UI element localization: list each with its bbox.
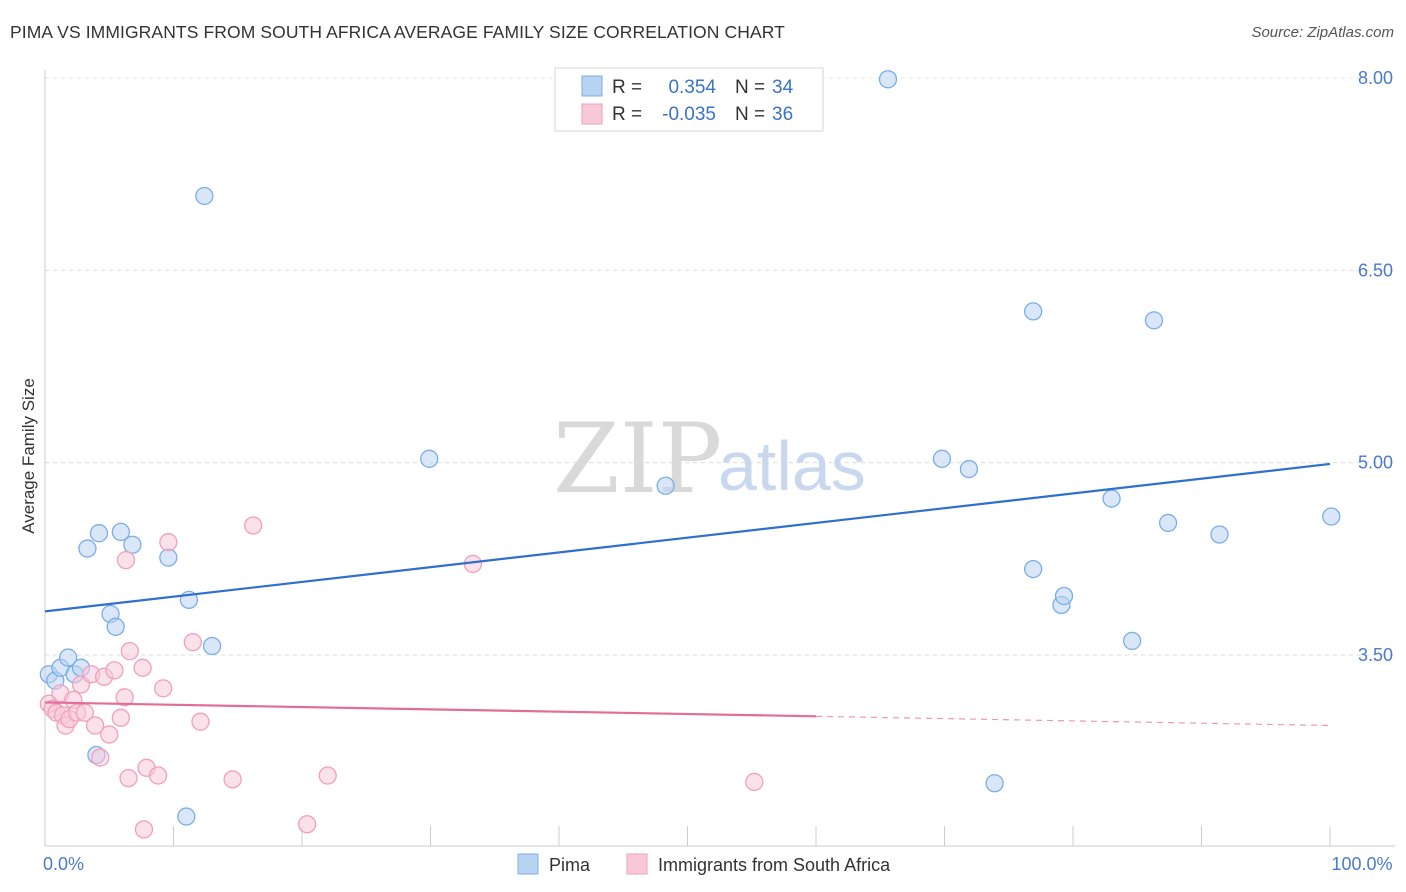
legend-stats: R = 0.354 N = 34 R = -0.035 N = 36 bbox=[554, 67, 824, 132]
data-point bbox=[202, 636, 222, 656]
watermark-zip: ZIP bbox=[553, 403, 722, 515]
data-point bbox=[656, 476, 675, 495]
trend-line-extension-south-africa bbox=[815, 715, 1331, 727]
data-point bbox=[120, 642, 139, 661]
data-point bbox=[100, 725, 119, 744]
data-point bbox=[1024, 559, 1043, 579]
data-point bbox=[1210, 525, 1229, 544]
data-point bbox=[1158, 513, 1178, 533]
data-point bbox=[1122, 631, 1142, 651]
data-point bbox=[297, 815, 317, 834]
x-tick-label-1: 100.0% bbox=[1331, 854, 1392, 874]
data-point bbox=[745, 772, 764, 792]
data-point bbox=[244, 516, 263, 535]
data-point bbox=[134, 820, 154, 839]
data-point bbox=[116, 550, 136, 570]
y-tick-label-0: 8.00 bbox=[1358, 68, 1393, 88]
data-point bbox=[191, 712, 210, 731]
data-point bbox=[106, 617, 125, 636]
data-point bbox=[195, 186, 214, 206]
data-point bbox=[1054, 586, 1074, 606]
legend-n-label-pima: N = bbox=[735, 77, 765, 98]
y-tick-labels: 8.00 6.50 5.00 3.50 bbox=[1358, 68, 1393, 665]
data-point bbox=[159, 533, 178, 552]
data-point bbox=[1322, 507, 1341, 526]
data-point bbox=[1024, 302, 1043, 321]
axes bbox=[44, 70, 1395, 847]
legend-series: Pima Immigrants from South Africa bbox=[517, 853, 891, 875]
data-point bbox=[1144, 311, 1164, 330]
y-axis-label: Average Family Size bbox=[19, 378, 38, 534]
data-point bbox=[223, 770, 242, 789]
data-point bbox=[89, 524, 109, 543]
data-point bbox=[133, 658, 152, 677]
y-tick-label-3: 3.50 bbox=[1358, 645, 1393, 665]
legend-bottom-swatch-south-africa bbox=[626, 853, 648, 875]
legend-r-label-pima: R = bbox=[612, 77, 642, 98]
legend-bottom-label-pima: Pima bbox=[549, 855, 591, 875]
data-point bbox=[85, 716, 105, 735]
data-point bbox=[318, 766, 337, 785]
data-point bbox=[78, 539, 97, 558]
data-point bbox=[123, 535, 142, 554]
gridlines bbox=[45, 77, 1395, 656]
legend-swatch-pima bbox=[581, 75, 603, 97]
data-point bbox=[91, 748, 110, 767]
data-points bbox=[39, 70, 1341, 839]
data-point bbox=[183, 633, 202, 652]
watermark: ZIP atlas bbox=[553, 403, 866, 515]
legend-n-label-south-africa: N = bbox=[735, 104, 765, 125]
data-point bbox=[985, 774, 1004, 793]
data-point bbox=[148, 766, 168, 785]
legend-r-value-pima: 0.354 bbox=[668, 77, 716, 98]
legend-swatch-south-africa bbox=[581, 103, 603, 125]
data-point bbox=[119, 768, 138, 788]
legend-bottom-label-south-africa: Immigrants from South Africa bbox=[658, 855, 891, 875]
trend-lines bbox=[44, 462, 1331, 727]
data-point bbox=[878, 70, 898, 89]
trend-line-pima bbox=[44, 462, 1331, 613]
y-tick-label-2: 5.00 bbox=[1358, 453, 1393, 473]
x-tick-label-0: 0.0% bbox=[43, 854, 84, 874]
data-point bbox=[959, 459, 979, 479]
trend-line-south-africa bbox=[44, 701, 817, 718]
chart-source: Source: ZipAtlas.com bbox=[1251, 24, 1394, 41]
y-tick-label-1: 6.50 bbox=[1358, 260, 1393, 280]
series-pima-points bbox=[39, 70, 1341, 826]
data-point bbox=[154, 679, 173, 698]
data-point bbox=[111, 708, 130, 727]
chart-title: PIMA VS IMMIGRANTS FROM SOUTH AFRICA AVE… bbox=[10, 22, 785, 42]
data-point bbox=[111, 522, 130, 542]
data-point bbox=[420, 449, 439, 468]
data-point bbox=[1102, 489, 1121, 508]
data-point bbox=[105, 661, 124, 680]
watermark-atlas: atlas bbox=[718, 427, 866, 505]
legend-n-value-south-africa: 36 bbox=[772, 104, 793, 125]
legend-r-label-south-africa: R = bbox=[612, 104, 642, 125]
x-tick-labels: 0.0% 100.0% bbox=[43, 854, 1393, 874]
legend-n-value-pima: 34 bbox=[772, 77, 794, 98]
data-point bbox=[115, 688, 134, 707]
data-point bbox=[58, 648, 78, 667]
data-point bbox=[932, 449, 952, 468]
legend-bottom-swatch-pima bbox=[517, 853, 539, 875]
legend-r-value-south-africa: -0.035 bbox=[662, 104, 716, 125]
series-south-africa-points bbox=[39, 516, 764, 839]
data-point bbox=[177, 807, 196, 826]
data-point bbox=[159, 548, 178, 567]
